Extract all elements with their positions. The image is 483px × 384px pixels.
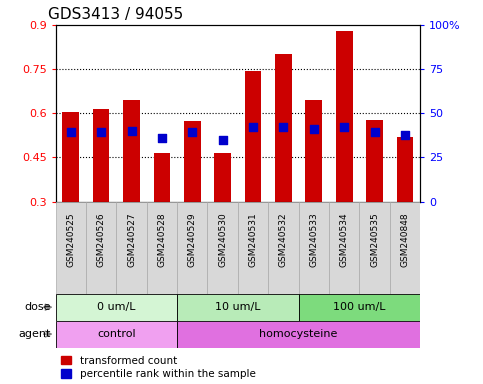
Bar [184,121,200,202]
Text: GDS3413 / 94055: GDS3413 / 94055 [48,7,184,22]
Text: GSM240529: GSM240529 [188,213,197,267]
Bar [329,202,359,294]
Bar [275,55,292,202]
Bar [56,294,177,321]
Point [401,132,409,139]
Text: GSM240527: GSM240527 [127,213,136,267]
Text: 100 um/L: 100 um/L [333,302,386,312]
Text: GSM240532: GSM240532 [279,213,288,267]
Text: GSM240526: GSM240526 [97,213,106,267]
Bar [177,294,298,321]
Bar [56,321,177,348]
Bar [177,321,420,348]
Bar [93,109,110,202]
Bar [298,294,420,321]
Legend: transformed count, percentile rank within the sample: transformed count, percentile rank withi… [61,356,256,379]
Point [67,129,74,136]
Bar [62,112,79,202]
Point [280,124,287,130]
Point [158,135,166,141]
Bar [268,202,298,294]
Point [249,124,257,130]
Bar [397,137,413,202]
Text: GSM240530: GSM240530 [218,213,227,267]
Text: GSM240534: GSM240534 [340,213,349,267]
Bar [298,202,329,294]
Text: GSM240535: GSM240535 [370,213,379,267]
Bar [123,100,140,202]
Text: control: control [97,329,136,339]
Point [219,137,227,143]
Text: agent: agent [18,329,51,339]
Bar [336,31,353,202]
Bar [390,202,420,294]
Bar [147,202,177,294]
Bar [359,202,390,294]
Text: 10 um/L: 10 um/L [215,302,261,312]
Bar [56,202,86,294]
Bar [116,202,147,294]
Point [341,124,348,130]
Text: dose: dose [24,302,51,312]
Point [188,129,196,136]
Bar [245,71,261,202]
Bar [238,202,268,294]
Bar [214,153,231,202]
Point [310,126,318,132]
Text: GSM240533: GSM240533 [309,213,318,267]
Bar [86,202,116,294]
Point [371,129,379,136]
Text: GSM240525: GSM240525 [66,213,75,267]
Point [128,128,135,134]
Text: homocysteine: homocysteine [259,329,338,339]
Bar [305,100,322,202]
Bar [366,120,383,202]
Text: GSM240531: GSM240531 [249,213,257,267]
Text: GSM240528: GSM240528 [157,213,167,267]
Text: 0 um/L: 0 um/L [97,302,136,312]
Point [97,129,105,136]
Bar [208,202,238,294]
Bar [177,202,208,294]
Bar [154,153,170,202]
Text: GSM240848: GSM240848 [400,213,410,267]
